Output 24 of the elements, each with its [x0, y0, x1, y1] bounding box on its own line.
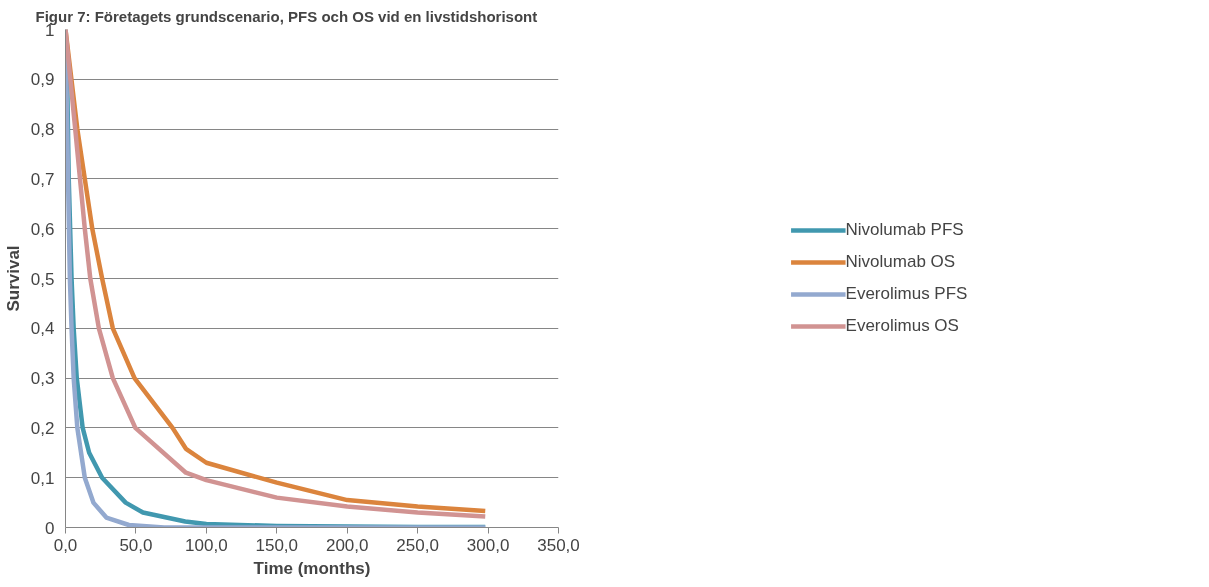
y-tick-label: 0,7: [30, 169, 55, 189]
y-tick-label: 0,5: [30, 269, 55, 289]
x-tick-label: 100,0: [185, 535, 228, 555]
y-axis-title: Survival: [3, 245, 23, 312]
x-tick-label: 50,0: [119, 535, 153, 555]
y-tick-label: 0,1: [30, 468, 55, 488]
y-tick-label: 0,6: [30, 219, 55, 239]
y-tick-label: 0,8: [30, 120, 55, 140]
y-tick-label: 0: [45, 518, 55, 538]
x-tick-label: 200,0: [325, 535, 369, 555]
x-tick-label: 0,0: [53, 535, 78, 555]
y-tick-label: 0,9: [30, 70, 55, 90]
legend-label: Everolimus PFS: [845, 284, 968, 304]
x-tick-label: 250,0: [396, 535, 439, 555]
legend-label: Nivolumab OS: [845, 252, 956, 272]
x-tick-label: 350,0: [537, 535, 580, 555]
legend-label: Everolimus OS: [845, 316, 959, 336]
x-tick-label: 150,0: [255, 535, 299, 555]
y-tick-label: 0,4: [30, 319, 55, 339]
y-tick-label: 0,3: [30, 369, 55, 389]
legend-label: Nivolumab PFS: [845, 220, 964, 240]
x-tick-label: 300,0: [466, 535, 510, 555]
y-tick-label: 0,2: [30, 418, 55, 438]
x-axis-title: Time (months): [253, 558, 371, 578]
